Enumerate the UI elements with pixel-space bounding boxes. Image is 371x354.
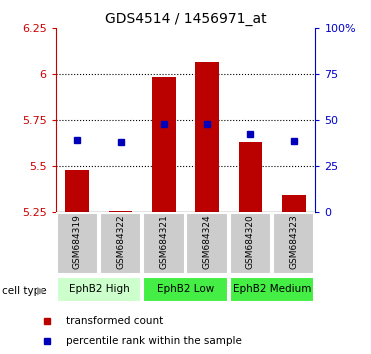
Bar	[239, 142, 262, 212]
Bar	[100, 213, 141, 274]
Text: cell type: cell type	[2, 286, 46, 296]
Bar	[230, 213, 271, 274]
Text: EphB2 High: EphB2 High	[69, 284, 129, 295]
Text: EphB2 Medium: EphB2 Medium	[233, 284, 311, 295]
Bar	[230, 277, 315, 302]
Bar	[195, 62, 219, 212]
Text: GSM684320: GSM684320	[246, 214, 255, 269]
Text: EphB2 Low: EphB2 Low	[157, 284, 214, 295]
Text: GSM684321: GSM684321	[160, 214, 168, 269]
Text: percentile rank within the sample: percentile rank within the sample	[66, 336, 242, 346]
Bar	[186, 213, 228, 274]
Bar	[152, 77, 176, 212]
Text: transformed count: transformed count	[66, 316, 164, 326]
Bar	[65, 170, 89, 212]
Bar	[56, 277, 141, 302]
Text: GSM684319: GSM684319	[73, 214, 82, 269]
Bar	[143, 213, 185, 274]
Text: GSM684324: GSM684324	[203, 214, 211, 269]
Text: GDS4514 / 1456971_at: GDS4514 / 1456971_at	[105, 12, 266, 27]
Text: GSM684322: GSM684322	[116, 214, 125, 269]
Bar	[273, 213, 315, 274]
Bar	[56, 213, 98, 274]
Text: ▶: ▶	[37, 286, 46, 296]
Bar	[282, 195, 306, 212]
Bar	[143, 277, 228, 302]
Text: GSM684323: GSM684323	[289, 214, 298, 269]
Bar	[109, 211, 132, 212]
